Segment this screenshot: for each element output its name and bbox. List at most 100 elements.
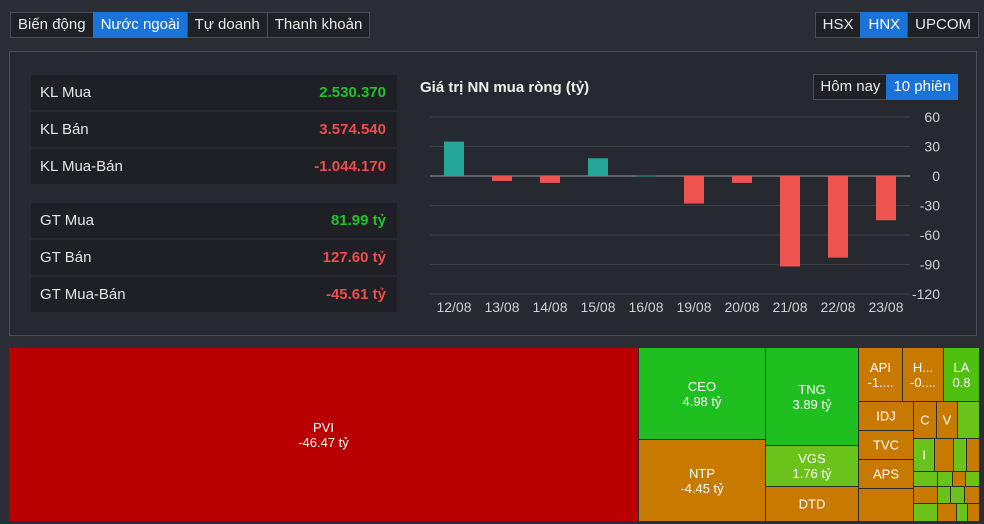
y-tick-label: 60 [924,109,940,125]
bar-15-08[interactable] [588,158,608,176]
x-tick-label: 22/08 [820,299,855,315]
x-tick-label: 21/08 [772,299,807,315]
y-tick-label: -30 [920,198,940,214]
stat-value: 127.60 tỷ [322,249,386,266]
x-tick-label: 15/08 [580,299,615,315]
y-tick-label: -90 [920,257,940,273]
tab-thanh-khoan[interactable]: Thanh khoản [266,12,371,38]
treemap-cell-ntp[interactable]: NTP -4.45 tỷ [638,439,766,522]
treemap-cell-small[interactable] [934,438,954,472]
y-tick-label: 0 [932,168,940,184]
cell-symbol: API [870,359,891,375]
treemap-cell-small[interactable] [937,471,953,487]
exchange-hnx[interactable]: HNX [860,12,909,38]
stat-value: 3.574.540 [319,121,386,138]
treemap-cell-small[interactable] [953,438,967,472]
stat-label: KL Mua [40,84,92,101]
treemap-cell-small[interactable] [937,503,957,522]
stat-label: GT Mua-Bán [40,286,126,303]
bar-16-08[interactable] [636,175,656,177]
cell-symbol: TVC [873,437,899,453]
exchange-hsx[interactable]: HSX [814,12,862,38]
y-tick-label: -120 [912,286,940,302]
treemap-cell-v[interactable]: V [936,401,958,439]
treemap-cell-small[interactable] [937,486,951,504]
treemap-cell-i[interactable]: I [913,438,935,472]
cell-symbol: DTD [798,496,826,512]
stat-value: -45.61 tỷ [325,286,386,303]
treemap-cell-c[interactable]: C [913,401,937,439]
stat-value: -1.044.170 [314,158,386,175]
treemap-cell-small[interactable] [965,471,980,487]
cell-symbol: I [922,447,926,463]
cell-symbol: LA [953,359,970,375]
stat-gt-ban: GT Bán 127.60 tỷ [31,240,397,275]
cell-symbol: V [942,412,952,428]
treemap-cell-small[interactable] [966,438,980,472]
period-10-sessions[interactable]: 10 phiên [886,74,958,100]
treemap-cell-h[interactable]: H... -0.... [902,347,944,402]
treemap-cell-tng[interactable]: TNG 3.89 tỷ [765,347,859,446]
bar-12-08[interactable] [444,141,464,176]
stat-label: KL Mua-Bán [40,158,123,175]
treemap-cell-small[interactable] [913,471,938,487]
cell-value: -1.... [867,374,894,390]
cell-symbol: C [920,412,930,428]
x-tick-label: 13/08 [484,299,519,315]
bar-22-08[interactable] [828,176,848,258]
cell-value: 3.89 tỷ [792,396,832,412]
bar-14-08[interactable] [540,176,560,183]
tab-nuoc-ngoai[interactable]: Nước ngoài [92,12,188,38]
cell-value: 0.8 [952,374,971,390]
treemap-cell-small[interactable] [913,486,938,504]
stat-label: GT Bán [40,249,92,266]
exchange-upcom[interactable]: UPCOM [907,12,979,38]
treemap-cell-api[interactable]: API -1.... [858,347,903,402]
tab-tu-doanh[interactable]: Tự doanh [186,12,268,38]
treemap-cell-pvi[interactable]: PVI -46.47 tỷ [8,347,639,522]
treemap-cell-small[interactable] [967,503,980,522]
cell-symbol: PVI [313,419,334,435]
cell-symbol: VGS [798,451,826,466]
tab-bien-dong[interactable]: Biến động [10,12,94,38]
cell-symbol: IDJ [876,408,896,424]
cell-value: -4.45 tỷ [680,480,724,496]
stat-value: 81.99 tỷ [330,212,386,229]
stat-label: GT Mua [40,212,94,229]
bar-13-08[interactable] [492,176,512,181]
stats-table: KL Mua 2.530.370 KL Bán 3.574.540 KL Mua… [31,75,397,314]
treemap-cell-dtd[interactable]: DTD [765,486,859,522]
x-tick-label: 20/08 [724,299,759,315]
bar-23-08[interactable] [876,176,896,221]
treemap-cell-tvc[interactable]: TVC [858,430,914,460]
treemap-cell-small[interactable] [964,486,980,504]
treemap-cell-idj[interactable]: IDJ [858,401,914,431]
treemap-cell-small[interactable] [913,503,938,522]
treemap-cell-bottom-left[interactable] [858,488,914,522]
period-today[interactable]: Hôm nay [813,74,888,100]
treemap-cell-small[interactable] [950,486,965,504]
bar-21-08[interactable] [780,176,800,267]
treemap-cell-vgs[interactable]: VGS 1.76 tỷ [765,445,859,487]
treemap-cell-small[interactable] [957,401,980,439]
x-tick-label: 19/08 [676,299,711,315]
bar-19-08[interactable] [684,176,704,204]
treemap-cell-ceo[interactable]: CEO 4.98 tỷ [638,347,766,440]
treemap-cell-la[interactable]: LA 0.8 [943,347,980,402]
stat-gt-mua: GT Mua 81.99 tỷ [31,203,397,238]
chart-title: Giá trị NN mua ròng (tỷ) [420,79,590,96]
cell-value: 1.76 tỷ [792,466,832,481]
stat-label: KL Bán [40,121,89,138]
bar-20-08[interactable] [732,176,752,183]
cell-symbol: TNG [798,381,826,397]
treemap-cell-small[interactable] [952,471,966,487]
treemap-cell-aps[interactable]: APS [858,459,914,489]
cell-symbol: H... [912,359,934,375]
cell-value: -0.... [909,374,936,390]
treemap: PVI -46.47 tỷ CEO 4.98 tỷ NTP -4.45 tỷ TNG 3… [8,347,980,522]
x-tick-label: 23/08 [868,299,903,315]
cell-symbol: CEO [687,378,717,394]
stat-kl-mua: KL Mua 2.530.370 [31,75,397,110]
y-tick-label: 30 [924,139,940,155]
period-toggle: Hôm nay 10 phiên [813,74,958,100]
